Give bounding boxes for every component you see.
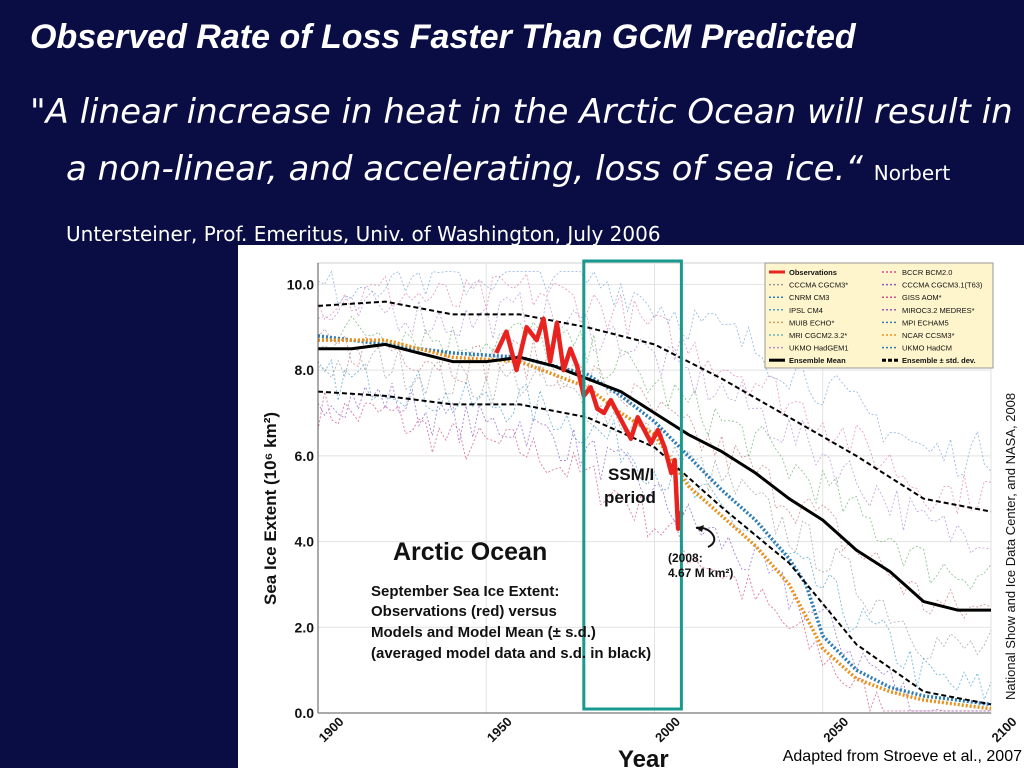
series-layer (317, 300, 992, 711)
legend-label-7-1: Ensemble ± std. dev. (902, 356, 976, 365)
period-label: SSM/I period (604, 465, 659, 507)
y-tick-label-5: 0.0 (295, 705, 315, 721)
obs-2008-label: (2008: 4.67 M km²) (668, 551, 733, 580)
legend-label-5-1: NCAR CCSM3* (902, 331, 955, 340)
model-run-2 (317, 382, 991, 712)
caption-line-4: (averaged model data and s.d. in black) (371, 645, 651, 662)
legend-label-0-1: BCCR BCM2.0 (902, 268, 952, 277)
quote-attribution: Norbert Untersteiner, Prof. Emeritus, Un… (66, 161, 951, 246)
legend-label-0-0: Observations (789, 268, 837, 277)
model-run-4 (317, 345, 992, 660)
series-ensemble-std-dev (317, 390, 992, 706)
x-tick-label-3: 2050 (820, 714, 851, 745)
y-tick-label-2: 6.0 (295, 448, 315, 464)
y-tick-label-1: 8.0 (295, 362, 315, 378)
x-tick-label-0: 1900 (316, 714, 347, 745)
legend-label-1-0: CCCMA CGCM3* (789, 281, 848, 290)
legend-label-6-0: UKMO HadGEM1 (789, 344, 849, 353)
x-tick-label-4: 2100 (989, 714, 1020, 745)
legend: Observations BCCR BCM2.0 CCCMA CGCM3* CCCMA… (764, 262, 994, 369)
series-observations (494, 316, 684, 531)
y-tick-label-4: 2.0 (295, 619, 315, 635)
caption-line-3: Models and Model Mean (± s.d.) (371, 624, 596, 641)
side-credit: National Show and Ice Data Center, and N… (1003, 393, 1018, 700)
legend-label-3-0: IPSL CM4 (789, 306, 823, 315)
model-run-1 (317, 391, 991, 713)
y-axis-label: Sea Ice Extent (10⁶ km²) (261, 412, 280, 605)
y-tick-label-3: 4.0 (295, 534, 315, 550)
model-run-7 (317, 290, 992, 554)
caption-line-2: Observations (red) versus (371, 603, 557, 620)
legend-label-4-1: MPI ECHAM5 (902, 318, 949, 327)
legend-label-3-1: MIROC3.2 MEDRES* (902, 306, 975, 315)
series-ensemble-std-dev (317, 300, 992, 513)
series-ensemble-mean (318, 342, 991, 612)
legend-label-7-0: Ensemble Mean (789, 356, 846, 365)
slide-title: Observed Rate of Loss Faster Than GCM Pr… (30, 18, 856, 56)
x-tick-label-1: 1950 (484, 714, 515, 745)
legend-label-5-0: MRI CGCM2.3.2* (789, 331, 847, 340)
model-run-3 (317, 358, 992, 701)
legend-label-2-0: CNRM CM3 (789, 293, 829, 302)
caption-line-1: September Sea Ice Extent: (371, 583, 559, 600)
legend-label-6-1: UKMO HadCM (902, 344, 952, 353)
model-run-6 (317, 315, 992, 591)
ssmi-period-box (582, 259, 683, 711)
model-run-8 (317, 272, 992, 515)
x-tick-label-2: 2000 (652, 714, 683, 745)
sea-ice-chart-figure: 10.0 8.0 6.0 4.0 2.0 0.0 1900 1950 2000 2050 2100 Y… (238, 245, 1024, 768)
quote: "A linear increase in heat in the Arctic… (30, 84, 1024, 263)
quote-text: "A linear increase in heat in the Arctic… (30, 92, 1013, 189)
series-cnrm-cm3 (317, 334, 992, 707)
x-axis-label: Year (618, 746, 669, 768)
legend-label-2-1: GISS AOM* (902, 293, 942, 302)
y-tick-label-0: 10.0 (287, 276, 314, 292)
figure-credit: Adapted from Stroeve et al., 2007 (782, 748, 1022, 765)
legend-label-1-1: CCCMA CGCM3.1(T63) (902, 281, 983, 290)
obs-2008-arrow-head (696, 525, 704, 532)
panel-title: Arctic Ocean (393, 538, 547, 566)
legend-label-4-0: MUIB ECHO* (789, 318, 835, 327)
